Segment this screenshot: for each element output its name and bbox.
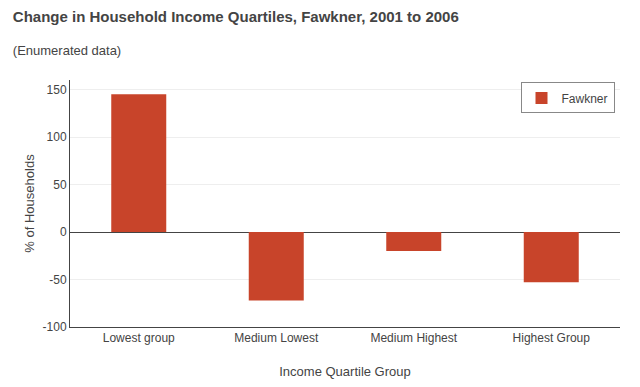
svg-text:-50: -50 <box>49 273 67 287</box>
svg-text:(Enumerated data): (Enumerated data) <box>13 43 121 58</box>
svg-text:Medium Lowest: Medium Lowest <box>234 331 319 345</box>
svg-text:100: 100 <box>47 130 67 144</box>
svg-text:% of Households: % of Households <box>22 154 37 253</box>
svg-text:0: 0 <box>60 225 67 239</box>
svg-text:150: 150 <box>47 83 67 97</box>
svg-text:Fawkner: Fawkner <box>562 92 608 106</box>
svg-text:Change in Household Income Qua: Change in Household Income Quartiles, Fa… <box>13 8 459 25</box>
svg-text:Lowest group: Lowest group <box>103 331 175 345</box>
svg-text:-100: -100 <box>43 320 67 334</box>
svg-text:Income Quartile Group: Income Quartile Group <box>279 364 411 379</box>
svg-text:50: 50 <box>53 178 67 192</box>
svg-text:Highest Group: Highest Group <box>513 331 591 345</box>
svg-text:Medium Highest: Medium Highest <box>370 331 457 345</box>
